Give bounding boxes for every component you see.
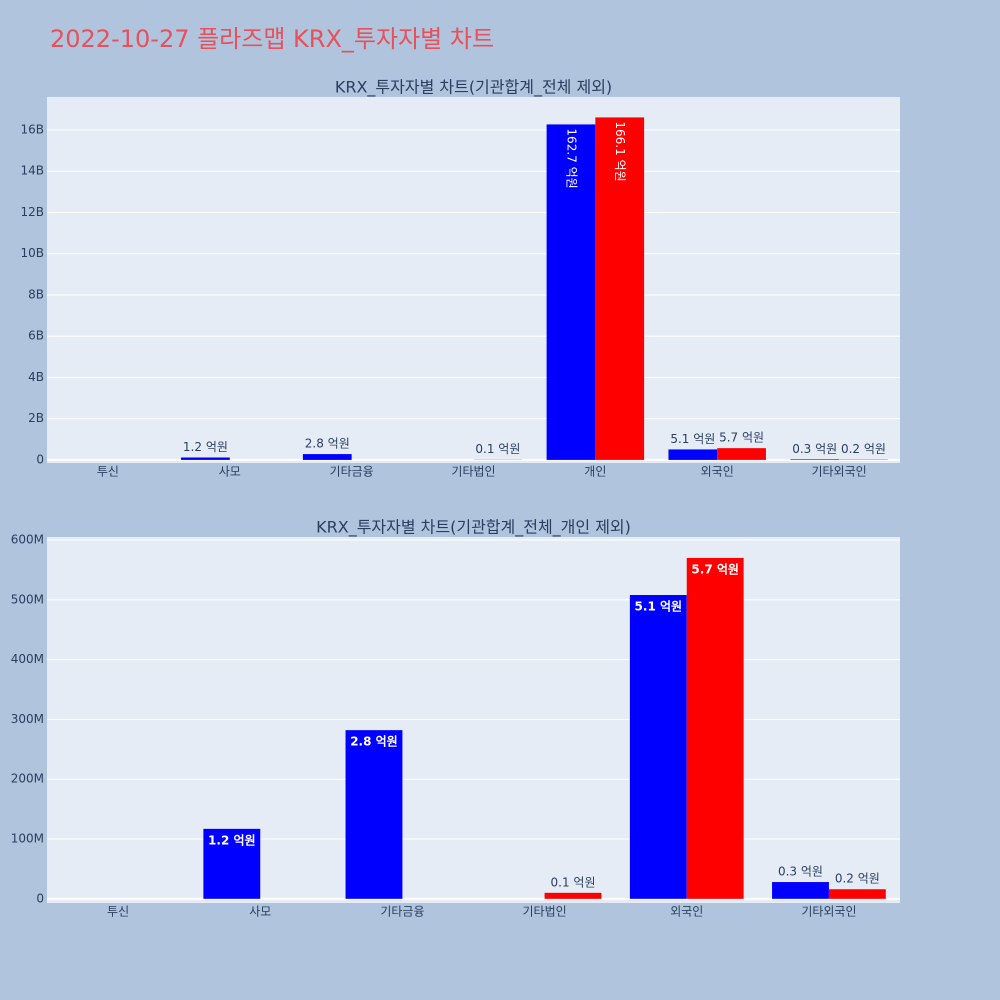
value-label: 0.1 억원: [551, 875, 596, 889]
y-tick-label: 0: [36, 452, 44, 466]
y-tick-label: 600M: [11, 532, 44, 546]
value-label: 5.1 억원: [635, 600, 683, 614]
plot-area: [47, 537, 900, 903]
bar: [828, 889, 886, 899]
bar: [790, 459, 840, 460]
bar: [546, 124, 596, 460]
y-tick-label: 10B: [20, 246, 44, 260]
x-tick-label: 사모: [249, 905, 271, 919]
plot-area: [47, 97, 900, 463]
bar: [345, 730, 403, 899]
y-tick-label: 100M: [11, 832, 44, 846]
y-tick-label: 16B: [20, 122, 44, 136]
x-tick-label: 외국인: [670, 905, 703, 919]
value-label: 0.1 억원: [475, 442, 520, 456]
x-tick-label: 기타법인: [522, 905, 566, 919]
value-label: 5.7 억원: [691, 562, 739, 576]
bar: [668, 449, 718, 460]
y-tick-label: 2B: [28, 411, 44, 425]
value-label: 2.8 억원: [305, 437, 350, 451]
value-label: 2.8 억원: [350, 735, 398, 749]
bar: [181, 457, 230, 460]
bar: [686, 557, 744, 899]
x-tick-label: 기타외국인: [811, 465, 866, 479]
value-label: 0.3 억원: [792, 442, 837, 456]
bar: [629, 595, 687, 899]
value-label: 0.3 억원: [778, 865, 823, 879]
bar: [717, 448, 766, 460]
y-tick-label: 500M: [11, 592, 44, 606]
x-tick-label: 기타금융: [330, 465, 374, 479]
value-label: 162.7 억원: [564, 128, 578, 188]
y-tick-label: 6B: [28, 329, 44, 343]
value-label: 1.2 억원: [208, 833, 256, 847]
x-tick-label: 투신: [107, 905, 129, 919]
chart-title: KRX_투자자별 차트(기관합계_전체_개인 제외): [316, 518, 631, 538]
y-tick-label: 12B: [20, 205, 44, 219]
bar: [595, 117, 645, 460]
y-tick-label: 300M: [11, 712, 44, 726]
x-tick-label: 개인: [584, 465, 606, 479]
value-label: 1.2 억원: [183, 440, 228, 454]
x-tick-label: 사모: [219, 465, 241, 479]
value-label: 0.2 억원: [835, 872, 880, 886]
x-tick-label: 기타금융: [380, 905, 424, 919]
x-tick-label: 기타법인: [451, 465, 495, 479]
x-tick-label: 투신: [97, 465, 119, 479]
bar: [302, 454, 352, 460]
y-tick-label: 14B: [20, 164, 44, 178]
y-tick-label: 200M: [11, 772, 44, 786]
x-tick-label: 외국인: [701, 465, 734, 479]
value-label: 5.7 억원: [719, 431, 764, 445]
y-tick-label: 4B: [28, 370, 44, 384]
value-label: 5.1 억원: [670, 432, 715, 446]
y-tick-label: 8B: [28, 287, 44, 301]
x-tick-label: 기타외국인: [801, 905, 856, 919]
chart-title: KRX_투자자별 차트(기관합계_전체 제외): [335, 78, 612, 98]
page-title: 2022-10-27 플라즈맵 KRX_투자자별 차트: [50, 25, 494, 53]
bar: [772, 882, 829, 899]
y-tick-label: 0: [36, 891, 44, 905]
bar: [203, 828, 261, 899]
y-tick-label: 400M: [11, 652, 44, 666]
value-label: 0.2 억원: [841, 442, 886, 456]
bar: [544, 892, 602, 899]
value-label: 166.1 억원: [613, 121, 627, 181]
